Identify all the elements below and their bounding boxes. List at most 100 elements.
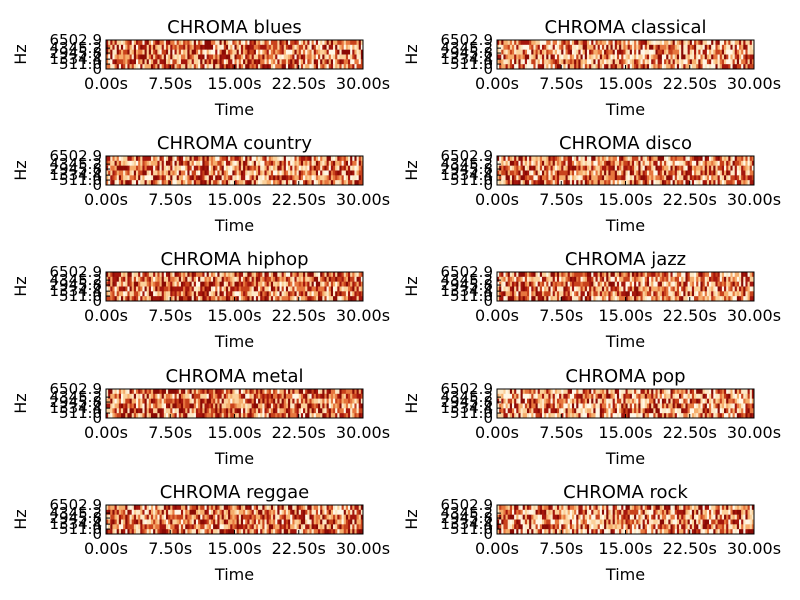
heatmap-cell [191, 398, 195, 404]
heatmap-cell [258, 59, 261, 65]
heatmap-cell [144, 276, 147, 282]
heatmap-cell [313, 165, 317, 171]
heatmap-cell [106, 59, 109, 65]
heatmap-cell [133, 59, 137, 65]
heatmap-cell [360, 281, 364, 287]
heatmap-cell [578, 165, 581, 171]
heatmap-cell [155, 286, 158, 292]
heatmap-cell [204, 54, 207, 60]
heatmap-cell [174, 180, 177, 186]
heatmap-cell [554, 40, 558, 46]
heatmap-cell [339, 398, 342, 404]
heatmap-cell [541, 156, 545, 162]
heatmap-cell [724, 160, 727, 166]
heatmap-cell [715, 272, 718, 278]
heatmap-cell [183, 170, 186, 176]
heatmap-cell [586, 286, 590, 292]
heatmap-cell [696, 276, 699, 282]
heatmap-cell [610, 296, 613, 302]
heatmap-cell [503, 286, 506, 292]
heatmap-cell [631, 40, 635, 46]
heatmap-cell [657, 49, 661, 55]
heatmap-cell [288, 286, 291, 292]
heatmap-cell [621, 64, 624, 70]
heatmap-cell [704, 272, 708, 278]
heatmap-cell [350, 156, 353, 162]
heatmap-cell [501, 44, 504, 50]
heatmap-cell [305, 291, 308, 297]
heatmap-cell [264, 296, 267, 302]
heatmap-cell [537, 180, 541, 186]
heatmap-cell [230, 170, 233, 176]
heatmap-cell [698, 170, 701, 176]
heatmap-cell [127, 398, 130, 404]
heatmap-cell [303, 180, 306, 186]
heatmap-cell [524, 170, 528, 176]
heatmap-cell [499, 49, 502, 55]
heatmap-cell [339, 59, 342, 65]
heatmap-cell [623, 180, 626, 186]
heatmap-cell [114, 64, 118, 70]
heatmap-cell [627, 180, 631, 186]
heatmap-cell [352, 175, 355, 181]
heatmap-cell [204, 175, 207, 181]
heatmap-cell [599, 291, 603, 297]
heatmap-cell [313, 59, 317, 65]
heatmap-cell [155, 393, 158, 399]
heatmap-cell [135, 296, 139, 302]
heatmap-cell [281, 44, 285, 50]
heatmap-cell [526, 64, 530, 70]
heatmap-cell [123, 180, 126, 186]
heatmap-cell [745, 44, 748, 50]
heatmap-cell [116, 398, 120, 404]
heatmap-cell [288, 165, 291, 171]
heatmap-cell [601, 156, 605, 162]
heatmap-cell [191, 54, 195, 60]
heatmap-cell [531, 54, 534, 60]
heatmap-cell [131, 44, 135, 50]
heatmap-cell [343, 180, 347, 186]
heatmap-cell [702, 170, 706, 176]
heatmap-cell [290, 286, 293, 292]
heatmap-cell [180, 286, 184, 292]
heatmap-cell [702, 156, 706, 162]
heatmap-cell [589, 160, 592, 166]
heatmap-cell [234, 393, 237, 399]
heatmap-cell [258, 272, 261, 278]
heatmap-cell [120, 286, 124, 292]
heatmap-cell [659, 276, 663, 282]
heatmap-cell [309, 170, 312, 176]
heatmap-cell [204, 180, 207, 186]
chart-title: CHROMA classical [545, 17, 707, 38]
heatmap-cell [559, 165, 562, 171]
heatmap-cell [326, 291, 330, 297]
heatmap-cell [238, 165, 242, 171]
heatmap-cell [168, 44, 171, 50]
heatmap-cell [670, 156, 673, 162]
heatmap-cell [230, 180, 233, 186]
heatmap-cell [144, 398, 147, 404]
heatmap-cell [206, 403, 210, 409]
heatmap-cell [698, 175, 701, 181]
heatmap-cell [172, 272, 175, 278]
heatmap-cell [140, 156, 143, 162]
heatmap-cell [339, 54, 342, 60]
heatmap-cell [264, 44, 267, 50]
heatmap-cell [679, 180, 682, 186]
x-tick-label: 30.00s [336, 74, 390, 93]
heatmap-cell [670, 291, 673, 297]
heatmap-cell [339, 175, 342, 181]
heatmap-cell [118, 175, 122, 181]
heatmap-cell [668, 272, 671, 278]
heatmap-cell [288, 170, 291, 176]
heatmap-cell [567, 54, 571, 60]
heatmap-cell [202, 276, 205, 282]
heatmap-cell [638, 291, 641, 297]
heatmap-cell [657, 160, 661, 166]
heatmap-cell [749, 272, 753, 278]
heatmap-cell [116, 156, 120, 162]
heatmap-cell [576, 291, 579, 297]
heatmap-cell [240, 281, 244, 287]
heatmap-cell [335, 272, 338, 278]
heatmap-cell [298, 296, 302, 302]
